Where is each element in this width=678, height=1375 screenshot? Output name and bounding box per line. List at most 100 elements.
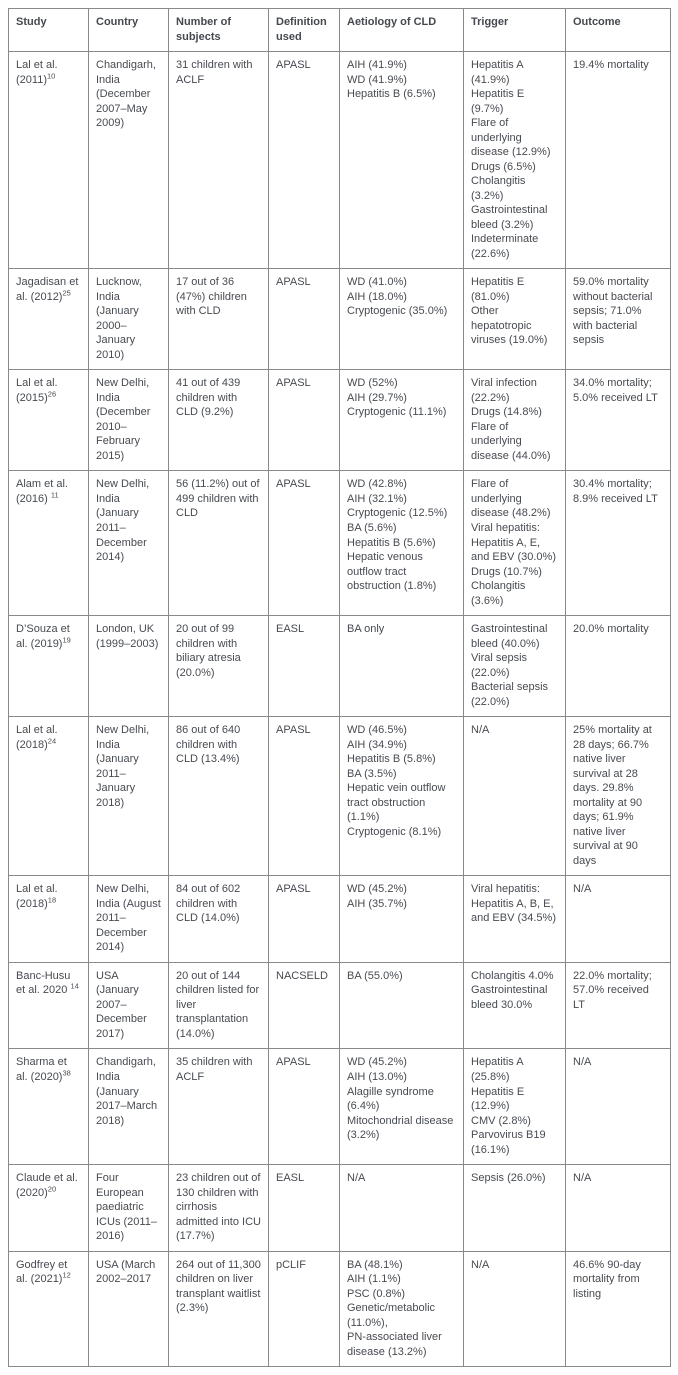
cell-study: Banc-Husu et al. 2020 14	[8, 961, 89, 1050]
study-citation: Claude et al. (2020)	[16, 1172, 78, 1199]
study-citation: Alam et al. (2016)	[16, 478, 68, 505]
reference-superscript: 14	[70, 981, 79, 991]
cell-trigger: Hepatitis E (81.0%) Other hepatotropic v…	[463, 268, 566, 371]
study-citation: Lal et al. (2018)	[16, 883, 58, 910]
cell-trigger: Flare of underlying disease (48.2%) Vira…	[463, 470, 566, 617]
cell-country: New Delhi, India (December 2010–February…	[88, 369, 169, 472]
cell-definition: APASL	[268, 716, 340, 877]
study-citation: Jagadisan et al. (2012)	[16, 276, 79, 303]
reference-superscript: 19	[62, 634, 71, 644]
cell-subjects: 31 children with ACLF	[168, 51, 269, 270]
cell-study: Lal et al. (2018)18	[8, 875, 89, 963]
cell-outcome: 30.4% mortality; 8.9% received LT	[565, 470, 671, 617]
cell-study: Claude et al. (2020)20	[8, 1164, 89, 1252]
cell-trigger: Gastrointestinal bleed (40.0%) Viral sep…	[463, 615, 566, 718]
cell-subjects: 23 children out of 130 children with cir…	[168, 1164, 269, 1252]
study-citation: Lal et al. (2018)	[16, 724, 58, 751]
cell-outcome: N/A	[565, 875, 671, 963]
cell-aetiology: BA (48.1%) AIH (1.1%) PSC (0.8%) Genetic…	[339, 1250, 464, 1368]
cell-subjects: 56 (11.2%) out of 499 children with CLD	[168, 470, 269, 617]
cell-aetiology: WD (45.2%) AIH (13.0%) Alagille syndrome…	[339, 1048, 464, 1166]
cell-study: Alam et al. (2016) 11	[8, 470, 89, 617]
column-header-trigger: Trigger	[463, 7, 566, 53]
cell-aetiology: N/A	[339, 1164, 464, 1252]
cell-outcome: 20.0% mortality	[565, 615, 671, 718]
cell-study: Jagadisan et al. (2012)25	[8, 268, 89, 371]
column-header-outcome: Outcome	[565, 7, 671, 53]
cell-country: Chandigarh, India (January 2017–March 20…	[88, 1048, 169, 1166]
table-row: D’Souza et al. (2019)19 London, UK (1999…	[8, 615, 671, 718]
cell-study: Lal et al. (2015)26	[8, 369, 89, 472]
cell-trigger: N/A	[463, 1250, 566, 1368]
cell-definition: APASL	[268, 875, 340, 963]
reference-superscript: 38	[62, 1068, 71, 1078]
cell-outcome: N/A	[565, 1164, 671, 1252]
cell-definition: APASL	[268, 470, 340, 617]
table-row: Lal et al. (2015)26 New Delhi, India (De…	[8, 369, 671, 472]
cell-subjects: 264 out of 11,300 children on liver tran…	[168, 1250, 269, 1368]
reference-superscript: 20	[47, 1183, 57, 1193]
cell-country: Four European paediatric ICUs (2011–2016…	[88, 1164, 169, 1252]
cell-outcome: 22.0% mortality; 57.0% received LT	[565, 961, 671, 1050]
cell-outcome: 25% mortality at 28 days; 66.7% native l…	[565, 716, 671, 877]
cell-country: USA (January 2007–December 2017)	[88, 961, 169, 1050]
cell-aetiology: WD (42.8%) AIH (32.1%) Cryptogenic (12.5…	[339, 470, 464, 617]
cell-study: Sharma et al. (2020)38	[8, 1048, 89, 1166]
cell-definition: NACSELD	[268, 961, 340, 1050]
column-header-aetiology: Aetiology of CLD	[339, 7, 464, 53]
cell-aetiology: WD (41.0%) AIH (18.0%) Cryptogenic (35.0…	[339, 268, 464, 371]
cell-outcome: 46.6% 90-day mortality from listing	[565, 1250, 671, 1368]
table-row: Alam et al. (2016) 11 New Delhi, India (…	[8, 470, 671, 617]
cell-outcome: 19.4% mortality	[565, 51, 671, 270]
table-row: Banc-Husu et al. 2020 14 USA (January 20…	[8, 961, 671, 1050]
cell-study: Lal et al. (2018)24	[8, 716, 89, 877]
cell-definition: EASL	[268, 1164, 340, 1252]
reference-superscript: 12	[62, 1270, 71, 1280]
cell-country: Chandigarh, India (December 2007–May 200…	[88, 51, 169, 270]
cell-study: Lal et al. (2011)10	[8, 51, 89, 270]
cell-subjects: 20 out of 144 children listed for liver …	[168, 961, 269, 1050]
cell-definition: pCLIF	[268, 1250, 340, 1368]
cell-aetiology: BA (55.0%)	[339, 961, 464, 1050]
table-row: Sharma et al. (2020)38 Chandigarh, India…	[8, 1048, 671, 1166]
cell-definition: APASL	[268, 268, 340, 371]
study-citation: Banc-Husu et al. 2020	[16, 969, 71, 997]
cell-trigger: Sepsis (26.0%)	[463, 1164, 566, 1252]
cell-aetiology: WD (52%) AIH (29.7%) Cryptogenic (11.1%)	[339, 369, 464, 472]
table-row: Claude et al. (2020)20 Four European pae…	[8, 1164, 671, 1252]
acld-studies-table: Study Country Number of subjects Definit…	[8, 7, 671, 1368]
table-row: Lal et al. (2018)18 New Delhi, India (Au…	[8, 875, 671, 963]
table-row: Lal et al. (2018)24 New Delhi, India (Ja…	[8, 716, 671, 877]
cell-aetiology: WD (46.5%) AIH (34.9%) Hepatitis B (5.8%…	[339, 716, 464, 877]
cell-country: New Delhi, India (January 2011–December …	[88, 470, 169, 617]
header-row: Study Country Number of subjects Definit…	[8, 7, 671, 53]
reference-superscript: 10	[46, 70, 56, 80]
reference-superscript: 25	[62, 288, 71, 298]
cell-definition: APASL	[268, 1048, 340, 1166]
cell-country: USA (March 2002–2017	[88, 1250, 169, 1368]
reference-superscript: 11	[50, 490, 59, 500]
reference-superscript: 26	[47, 389, 57, 399]
cell-trigger: Viral hepatitis: Hepatitis A, B, E, and …	[463, 875, 566, 963]
cell-subjects: 17 out of 36 (47%) children with CLD	[168, 268, 269, 371]
cell-trigger: Viral infection (22.2%) Drugs (14.8%) Fl…	[463, 369, 566, 472]
cell-subjects: 35 children with ACLF	[168, 1048, 269, 1166]
column-header-definition: Definition used	[268, 7, 340, 53]
cell-country: New Delhi, India (January 2011–January 2…	[88, 716, 169, 877]
cell-study: D’Souza et al. (2019)19	[8, 615, 89, 718]
table-row: Godfrey et al. (2021)12 USA (March 2002–…	[8, 1250, 671, 1368]
cell-aetiology: WD (45.2%) AIH (35.7%)	[339, 875, 464, 963]
cell-subjects: 84 out of 602 children with CLD (14.0%)	[168, 875, 269, 963]
cell-definition: APASL	[268, 369, 340, 472]
cell-subjects: 86 out of 640 children with CLD (13.4%)	[168, 716, 269, 877]
cell-outcome: N/A	[565, 1048, 671, 1166]
cell-outcome: 59.0% mortality without bacterial sepsis…	[565, 268, 671, 371]
cell-trigger: N/A	[463, 716, 566, 877]
column-header-subjects: Number of subjects	[168, 7, 269, 53]
study-citation: Sharma et al. (2020)	[16, 1056, 67, 1083]
cell-definition: APASL	[268, 51, 340, 270]
table-row: Lal et al. (2011)10 Chandigarh, India (D…	[8, 51, 671, 270]
table-row: Jagadisan et al. (2012)25 Lucknow, India…	[8, 268, 671, 371]
cell-study: Godfrey et al. (2021)12	[8, 1250, 89, 1368]
